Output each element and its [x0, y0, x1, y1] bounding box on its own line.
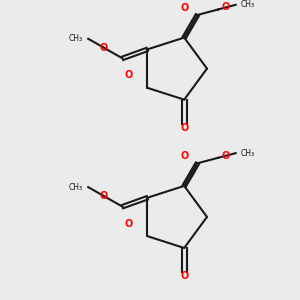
Text: O: O — [100, 43, 108, 53]
Text: CH₃: CH₃ — [69, 34, 83, 43]
Text: CH₃: CH₃ — [241, 0, 255, 9]
Text: O: O — [124, 70, 133, 80]
Text: O: O — [180, 271, 188, 281]
Text: CH₃: CH₃ — [241, 149, 255, 158]
Text: O: O — [222, 151, 230, 161]
Text: O: O — [100, 191, 108, 201]
Text: O: O — [124, 218, 133, 229]
Text: O: O — [222, 2, 230, 12]
Text: O: O — [180, 151, 189, 161]
Text: CH₃: CH₃ — [69, 183, 83, 192]
Text: O: O — [180, 123, 188, 133]
Text: O: O — [180, 3, 189, 13]
